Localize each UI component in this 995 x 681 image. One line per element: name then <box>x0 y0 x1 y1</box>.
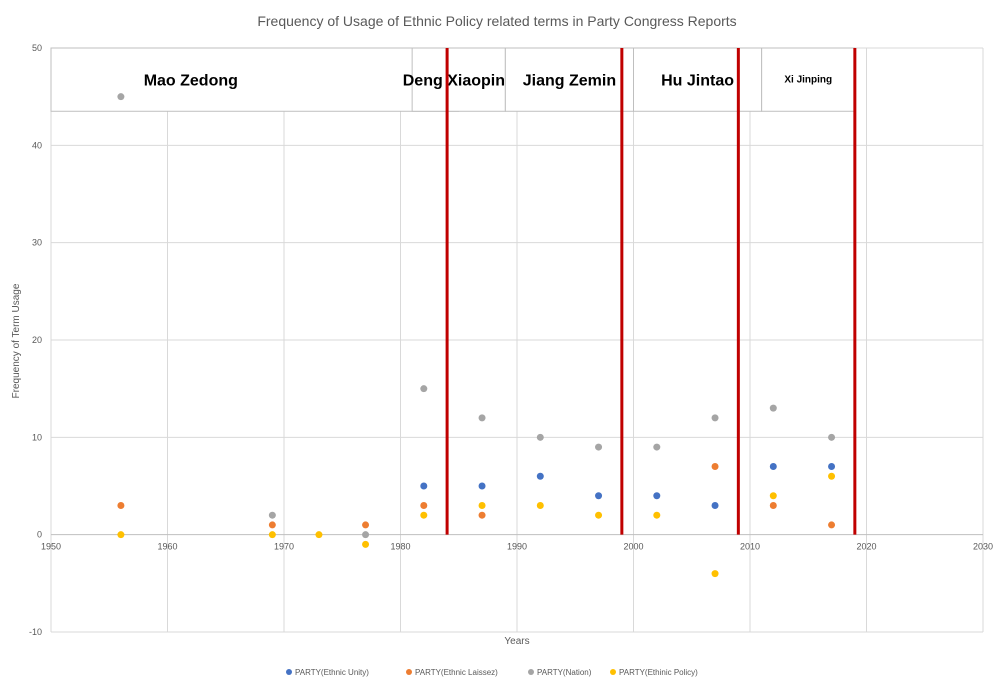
legend-item: PARTY(Nation) <box>528 668 592 677</box>
y-tick-label: -10 <box>29 627 42 637</box>
leader-name: Mao Zedong <box>144 73 238 90</box>
leader-label-jiang-zemin: Jiang Zemin <box>504 47 634 112</box>
leader-labels: Mao Zedong Deng Xiaoping Jiang Zemin Hu Jin… <box>50 47 856 112</box>
data-point <box>117 93 125 101</box>
data-points <box>117 93 836 578</box>
data-point <box>536 433 544 441</box>
data-point <box>420 511 428 519</box>
data-point <box>828 472 836 480</box>
x-tick-label: 2030 <box>973 542 993 552</box>
data-point <box>362 521 370 529</box>
y-axis-label: Frequency of Term Usage <box>11 283 22 398</box>
leader-name: Hu Jintao <box>661 73 734 90</box>
legend-marker <box>406 669 412 675</box>
data-point <box>536 472 544 480</box>
legend-marker <box>528 669 534 675</box>
data-point <box>595 492 603 500</box>
data-point <box>478 511 486 519</box>
x-tick-label: 2020 <box>856 542 876 552</box>
leader-box <box>504 47 634 112</box>
leader-box <box>633 47 763 112</box>
data-point <box>828 463 836 471</box>
leader-label-hu-jintao: Hu Jintao <box>633 47 763 112</box>
leader-name: Xi Jinping <box>784 75 832 86</box>
data-point <box>268 511 276 519</box>
legend-marker <box>286 669 292 675</box>
y-tick-label: 20 <box>32 335 42 345</box>
y-tick-label: 40 <box>32 140 42 150</box>
series-PARTY(Ethinic Policy) <box>117 472 836 578</box>
leader-label-xi-jinping: Xi Jinping <box>761 47 856 112</box>
data-point <box>268 531 276 539</box>
x-axis-label: Years <box>504 636 529 647</box>
gridlines <box>50 47 984 633</box>
legend-item: PARTY(Ethnic Laissez) <box>406 668 498 677</box>
x-tick-label: 1960 <box>157 542 177 552</box>
y-tick-label: 50 <box>32 43 42 53</box>
y-tick-label: 10 <box>32 432 42 442</box>
data-point <box>769 463 777 471</box>
data-point <box>653 492 661 500</box>
data-point <box>420 385 428 393</box>
data-point <box>711 463 719 471</box>
data-point <box>362 531 370 539</box>
leader-box <box>411 47 506 112</box>
data-point <box>117 501 125 509</box>
data-point <box>315 531 323 539</box>
data-point <box>362 540 370 548</box>
data-point <box>268 521 276 529</box>
legend-label: PARTY(Ethinic Policy) <box>619 668 698 677</box>
era-dividers <box>445 48 857 535</box>
data-point <box>711 501 719 509</box>
leader-label-mao-zedong: Mao Zedong <box>50 47 460 112</box>
legend-item: PARTY(Ethnic Unity) <box>286 668 369 677</box>
x-tick-label: 1970 <box>274 542 294 552</box>
data-point <box>653 443 661 451</box>
leader-box <box>761 47 856 112</box>
data-point <box>828 433 836 441</box>
data-point <box>711 414 719 422</box>
legend-label: PARTY(Nation) <box>537 668 592 677</box>
data-point <box>769 404 777 412</box>
legend-item: PARTY(Ethinic Policy) <box>610 668 698 677</box>
leader-name: Jiang Zemin <box>523 73 616 90</box>
data-point <box>117 531 125 539</box>
data-point <box>478 414 486 422</box>
data-point <box>769 492 777 500</box>
data-point <box>478 482 486 490</box>
tick-labels: 1950 1960 1970 1980 1990 2000 2010 2020 2030-100… <box>29 43 993 637</box>
legend-label: PARTY(Ethnic Unity) <box>295 668 369 677</box>
data-point <box>711 570 719 578</box>
data-point <box>595 443 603 451</box>
series-PARTY(Ethnic Laissez) <box>117 463 836 529</box>
data-point <box>653 511 661 519</box>
x-tick-label: 2010 <box>740 542 760 552</box>
data-point <box>536 501 544 509</box>
legend-marker <box>610 669 616 675</box>
x-tick-label: 2000 <box>623 542 643 552</box>
series-PARTY(Nation) <box>117 93 836 539</box>
series-PARTY(Ethnic Unity) <box>420 463 836 509</box>
data-point <box>828 521 836 529</box>
y-tick-label: 0 <box>37 530 42 540</box>
data-point <box>420 501 428 509</box>
legend-label: PARTY(Ethnic Laissez) <box>415 668 498 677</box>
x-tick-label: 1950 <box>41 542 61 552</box>
data-point <box>478 501 486 509</box>
leader-box <box>50 47 460 112</box>
data-point <box>769 501 777 509</box>
data-point <box>595 511 603 519</box>
data-point <box>420 482 428 490</box>
x-tick-label: 1980 <box>390 542 410 552</box>
y-tick-label: 30 <box>32 238 42 248</box>
leader-label-deng-xiaoping: Deng Xiaoping <box>403 47 515 112</box>
chart-title: Frequency of Usage of Ethnic Policy rela… <box>257 13 736 29</box>
x-tick-label: 1990 <box>507 542 527 552</box>
legend: PARTY(Ethnic Unity) PARTY(Ethnic Laissez)… <box>286 668 698 677</box>
leader-name: Deng Xiaoping <box>403 73 515 90</box>
